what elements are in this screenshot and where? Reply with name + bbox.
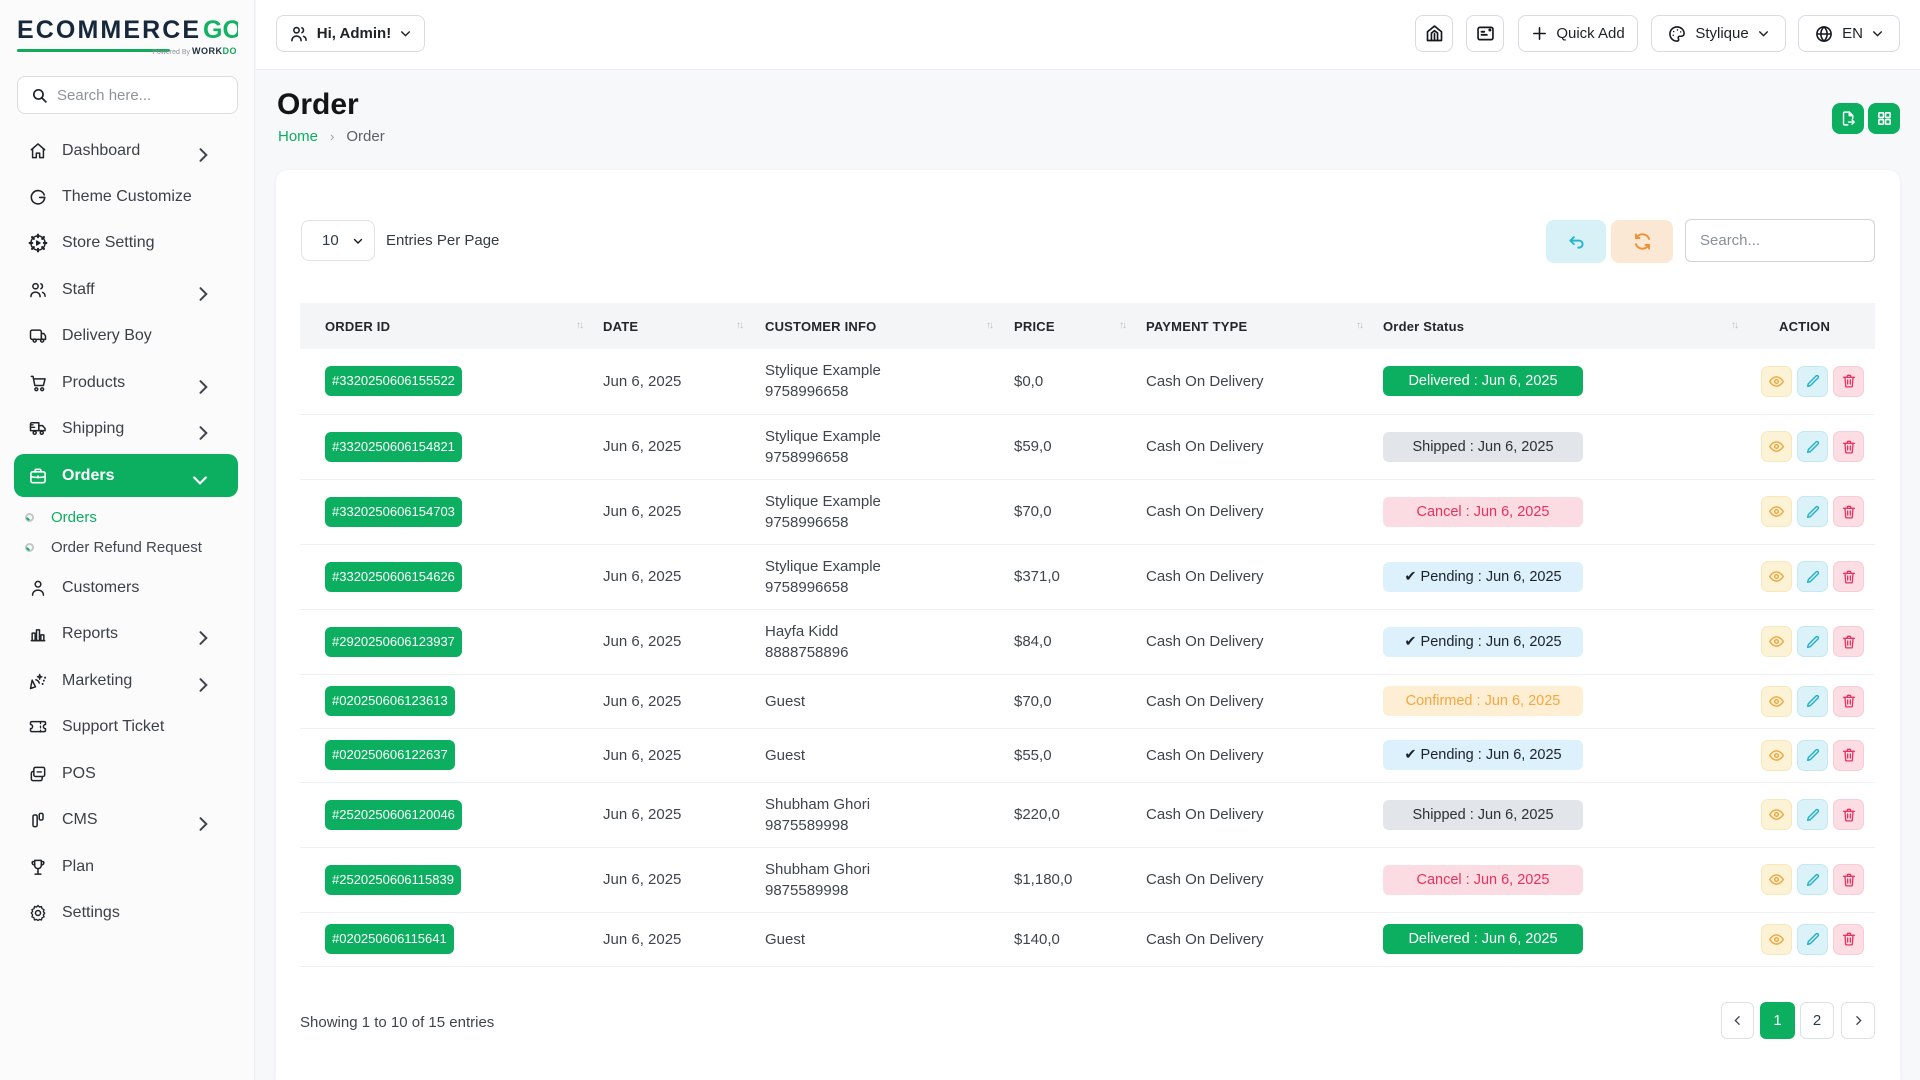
svg-text:GO: GO bbox=[203, 18, 238, 42]
svg-text:ECOMMERCE: ECOMMERCE bbox=[17, 18, 201, 42]
